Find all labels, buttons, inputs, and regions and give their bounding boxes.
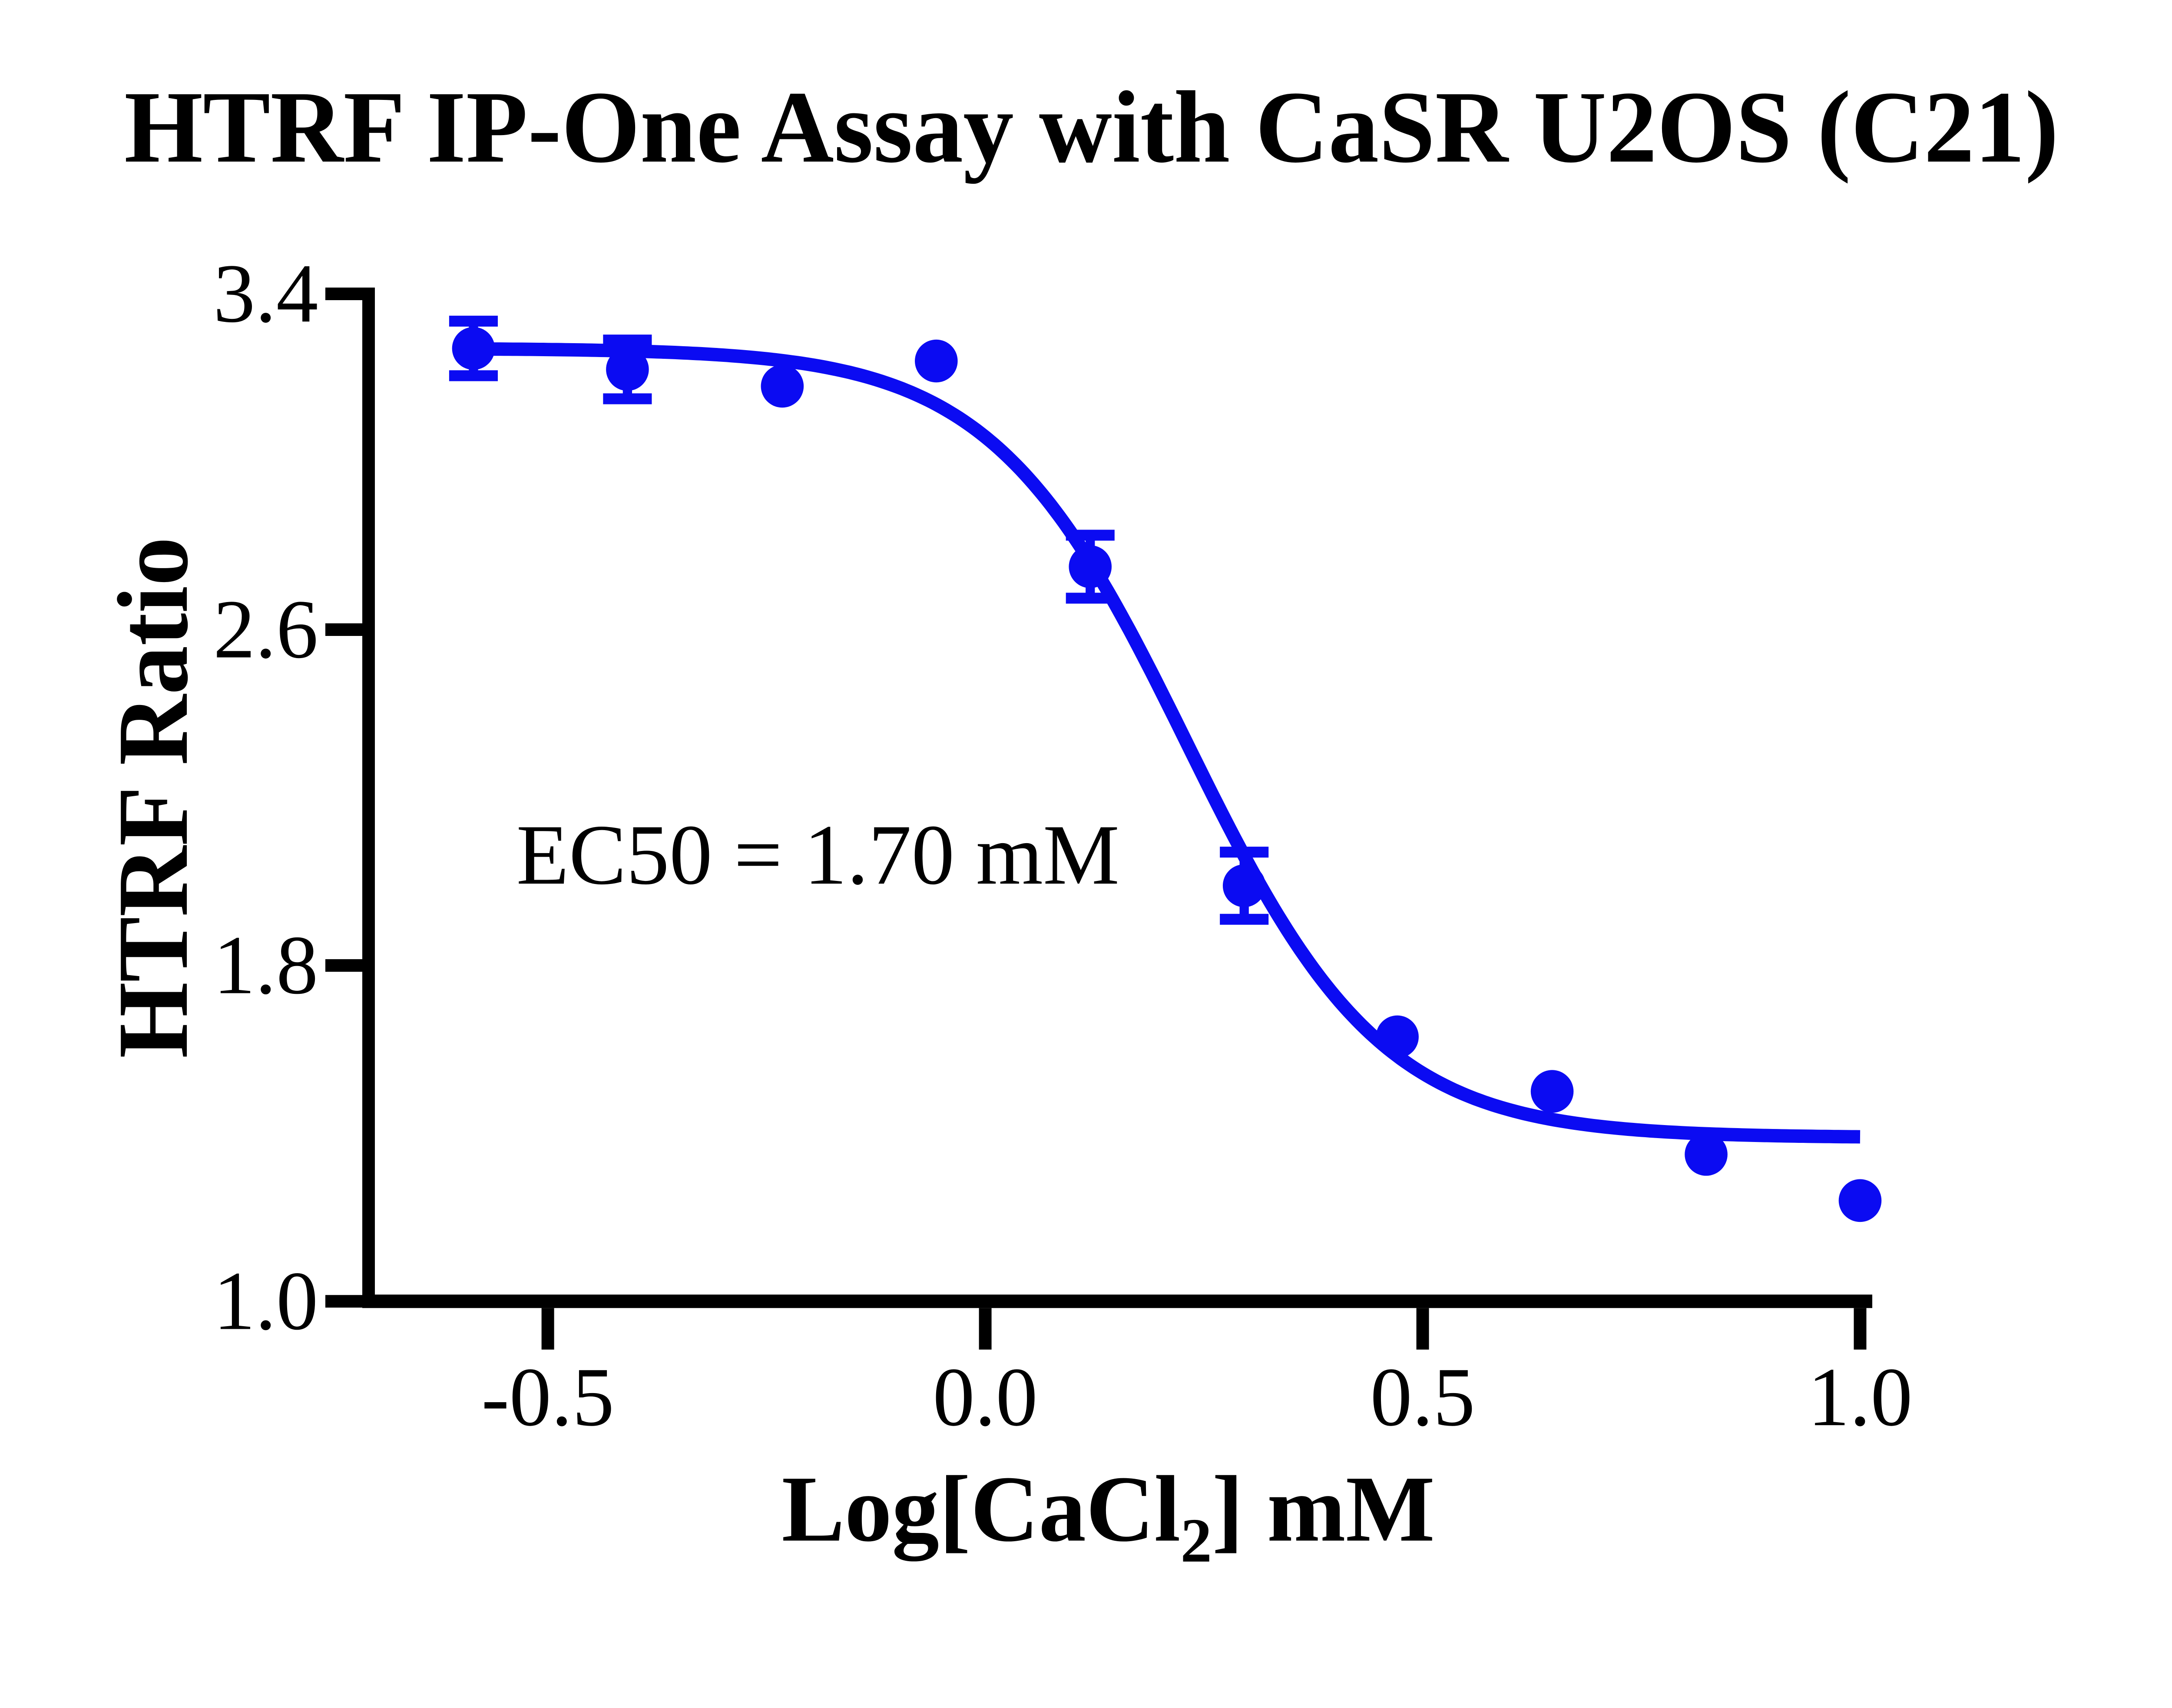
data-point [761, 364, 804, 408]
data-point [1376, 1015, 1419, 1059]
x-tick-label: 0.5 [1370, 1351, 1475, 1443]
data-point [606, 348, 649, 391]
data-points [452, 327, 1882, 1222]
x-axis-title-subscript: 2 [1180, 1506, 1212, 1576]
y-axis-ticks: 3.4 2.6 1.8 1.0 [213, 247, 363, 1347]
chart-figure: HTRF IP-One Assay with CaSR U2OS (C21) H… [0, 0, 2172, 1651]
y-tick-label: 3.4 [213, 247, 318, 340]
data-point [1685, 1133, 1728, 1176]
y-tick-label: 2.6 [213, 583, 318, 675]
x-tick-label: -0.5 [481, 1351, 614, 1443]
chart-title: HTRF IP-One Assay with CaSR U2OS (C21) [124, 70, 2059, 184]
dose-response-curve [473, 342, 1861, 1144]
y-axis-title: HTRF Ratio [97, 537, 209, 1058]
fit-curve [473, 342, 1861, 1144]
data-point [1222, 864, 1266, 907]
data-point [1069, 545, 1112, 588]
axes: 3.4 2.6 1.8 1.0 -0.5 0.0 0.5 1.0 [213, 247, 1913, 1443]
y-tick-label: 1.8 [213, 918, 318, 1011]
data-point [452, 327, 495, 370]
x-tick-label: 1.0 [1808, 1351, 1913, 1443]
x-axis-title-unit: ] mM [1212, 1457, 1435, 1562]
chart-canvas: HTRF IP-One Assay with CaSR U2OS (C21) H… [0, 0, 2172, 1651]
ec50-annotation: EC50 = 1.70 mM [517, 807, 1119, 902]
data-point [1530, 1070, 1574, 1113]
x-axis-title-main: Log[CaCl [781, 1457, 1180, 1562]
chart-background [0, 0, 2172, 1651]
data-point [1838, 1179, 1882, 1222]
y-tick-label: 1.0 [213, 1255, 318, 1347]
x-axis-title: Log[CaCl2] mM [781, 1457, 1435, 1576]
x-tick-label: 0.0 [933, 1351, 1038, 1443]
x-axis-ticks: -0.5 0.0 0.5 1.0 [481, 1308, 1913, 1443]
data-point [915, 339, 958, 383]
